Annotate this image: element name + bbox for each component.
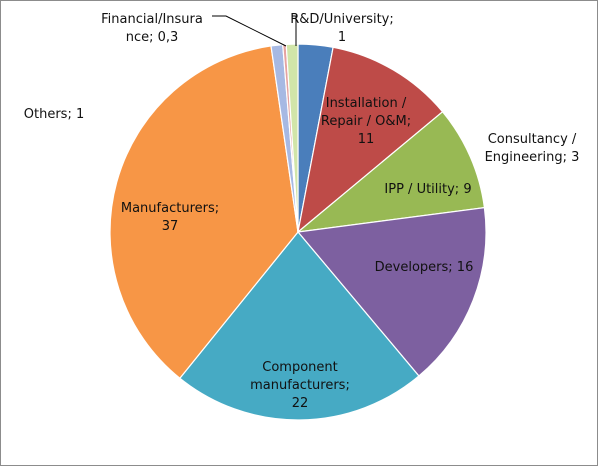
slice-label-installation-repair-o-m: Installation / Repair / O&M; 11: [321, 96, 411, 147]
pie-slice-r-d-university: [285, 43, 299, 233]
slice-label-developers: Developers; 16: [375, 260, 474, 275]
slice-label-manufacturers: Manufacturers; 37: [121, 201, 219, 234]
pie-slice-developers: [296, 206, 487, 377]
outside-label-rnd: R&D/University; 1: [290, 12, 394, 45]
pie-slice-component-manufacturers: [178, 231, 420, 421]
slice-label-component-manufacturers: Component manufacturers; 22: [250, 360, 350, 411]
pie-slice-manufacturers: [109, 45, 299, 380]
pie-slice-installation-repair-o-m: [297, 46, 444, 234]
outside-label-others: Others; 1: [24, 107, 84, 122]
leader-line-financial: [212, 15, 287, 47]
pie-slice-ipp-utility: [296, 110, 486, 233]
outside-label-consultancy: Consultancy / Engineering; 3: [485, 132, 580, 165]
slice-label-ipp-utility: IPP / Utility; 9: [384, 182, 471, 197]
outside-label-financial: Financial/Insura nce; 0,3: [101, 12, 203, 45]
leader-line-rnd: [292, 15, 297, 46]
